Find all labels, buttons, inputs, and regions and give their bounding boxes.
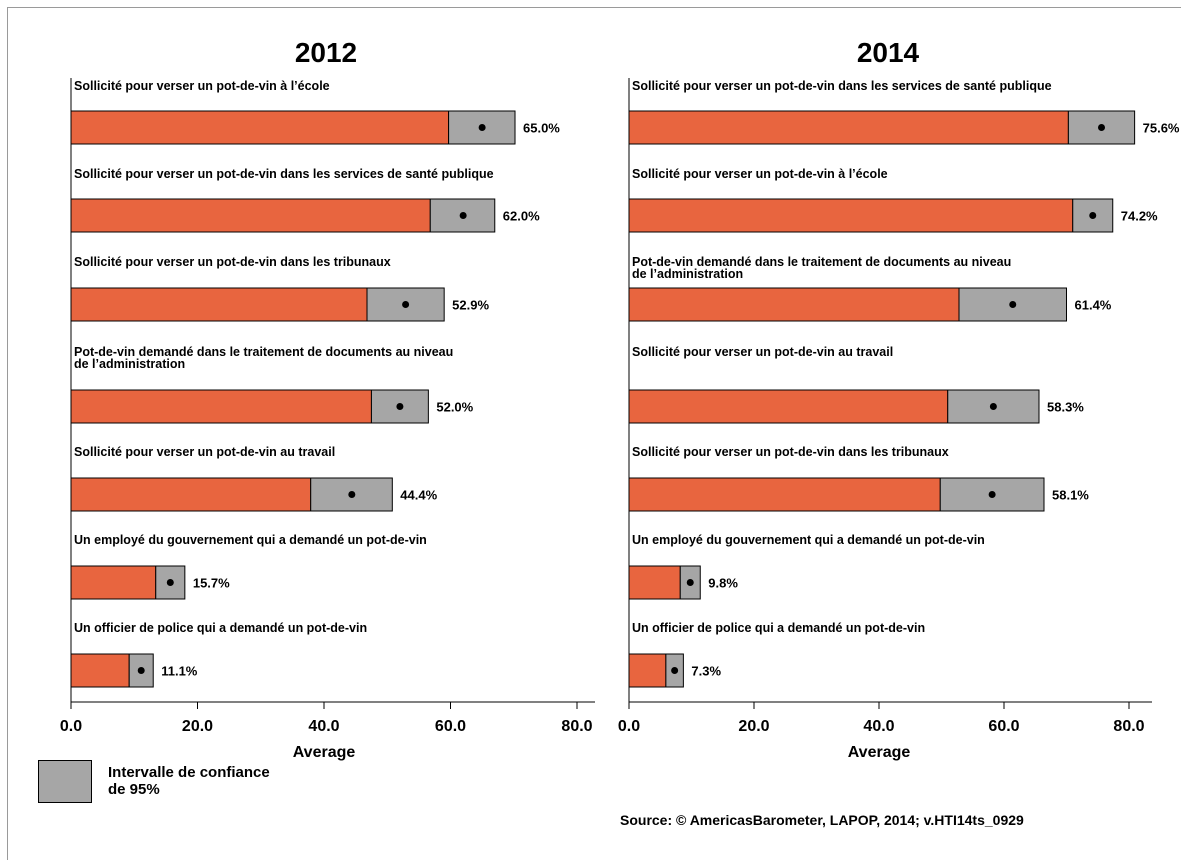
bar — [70, 389, 372, 424]
value-label: 52.9% — [452, 298, 489, 313]
bar — [628, 389, 949, 424]
x-tick-label: 40.0 — [863, 718, 894, 735]
value-label: 15.7% — [193, 576, 230, 591]
category-label: Un officier de police qui a demandé un p… — [632, 621, 925, 635]
bar — [70, 110, 450, 145]
point-estimate — [1098, 124, 1105, 131]
value-label: 62.0% — [503, 209, 540, 224]
value-label: 58.1% — [1052, 488, 1089, 503]
value-label: 65.0% — [523, 121, 560, 136]
x-tick-label: 60.0 — [988, 718, 1019, 735]
category-label: de l’administration — [632, 267, 743, 281]
bar — [628, 110, 1069, 145]
category-label: Un employé du gouvernement qui a demandé… — [632, 533, 985, 547]
point-estimate — [1009, 301, 1017, 308]
point-estimate — [396, 403, 404, 410]
legend-ci-label: Intervalle de confiance de 95% — [108, 764, 270, 798]
bar — [70, 477, 312, 512]
bar — [628, 477, 941, 512]
point-estimate — [671, 667, 679, 674]
value-label: 61.4% — [1075, 298, 1112, 313]
category-label: Sollicité pour verser un pot-de-vin au t… — [632, 345, 893, 359]
x-tick-label: 0.0 — [60, 718, 82, 735]
category-label: Un employé du gouvernement qui a demandé… — [74, 533, 427, 547]
bar — [70, 287, 368, 322]
value-label: 52.0% — [436, 400, 473, 415]
point-estimate — [989, 403, 997, 410]
value-label: 58.3% — [1047, 400, 1084, 415]
panel-title: 2014 — [857, 37, 920, 68]
bar — [628, 565, 681, 600]
bar — [628, 287, 960, 322]
chart-frame — [7, 7, 1181, 860]
x-tick-label: 80.0 — [1113, 718, 1144, 735]
x-tick-label: 40.0 — [308, 718, 339, 735]
x-axis-label: Average — [293, 744, 356, 761]
value-label: 44.4% — [400, 488, 437, 503]
value-label: 9.8% — [708, 576, 738, 591]
value-label: 75.6% — [1143, 121, 1180, 136]
legend-ci-swatch — [38, 760, 92, 803]
category-label: de l’administration — [74, 357, 185, 371]
category-label: Sollicité pour verser un pot-de-vin dans… — [632, 445, 949, 459]
value-label: 74.2% — [1121, 209, 1158, 224]
source-note: Source: © AmericasBarometer, LAPOP, 2014… — [620, 812, 1024, 828]
x-tick-label: 60.0 — [435, 718, 466, 735]
category-label: Un officier de police qui a demandé un p… — [74, 621, 367, 635]
value-label: 11.1% — [161, 664, 198, 679]
x-tick-label: 80.0 — [561, 718, 592, 735]
category-label: Sollicité pour verser un pot-de-vin dans… — [632, 79, 1052, 93]
bar — [628, 198, 1074, 233]
category-label: Pot-de-vin demandé dans le traitement de… — [632, 255, 1011, 269]
point-estimate — [137, 667, 145, 674]
x-axis-label: Average — [848, 744, 911, 761]
point-estimate — [166, 579, 174, 586]
category-label: Sollicité pour verser un pot-de-vin dans… — [74, 255, 391, 269]
point-estimate — [348, 491, 356, 498]
point-estimate — [459, 212, 467, 219]
panel-title: 2012 — [295, 37, 357, 68]
x-tick-label: 20.0 — [738, 718, 769, 735]
bar — [70, 653, 130, 688]
category-label: Sollicité pour verser un pot-de-vin au t… — [74, 445, 335, 459]
x-tick-label: 0.0 — [618, 718, 640, 735]
point-estimate — [478, 124, 486, 131]
category-label: Sollicité pour verser un pot-de-vin dans… — [74, 167, 494, 181]
x-tick-label: 20.0 — [182, 718, 213, 735]
point-estimate — [686, 579, 694, 586]
category-label: Sollicité pour verser un pot-de-vin à l’… — [74, 79, 330, 93]
bar — [70, 565, 157, 600]
bar — [70, 198, 431, 233]
point-estimate — [402, 301, 410, 308]
bar — [628, 653, 667, 688]
category-label: Pot-de-vin demandé dans le traitement de… — [74, 345, 453, 359]
point-estimate — [1089, 212, 1097, 219]
category-label: Sollicité pour verser un pot-de-vin à l’… — [632, 167, 888, 181]
value-label: 7.3% — [691, 664, 721, 679]
point-estimate — [988, 491, 996, 498]
